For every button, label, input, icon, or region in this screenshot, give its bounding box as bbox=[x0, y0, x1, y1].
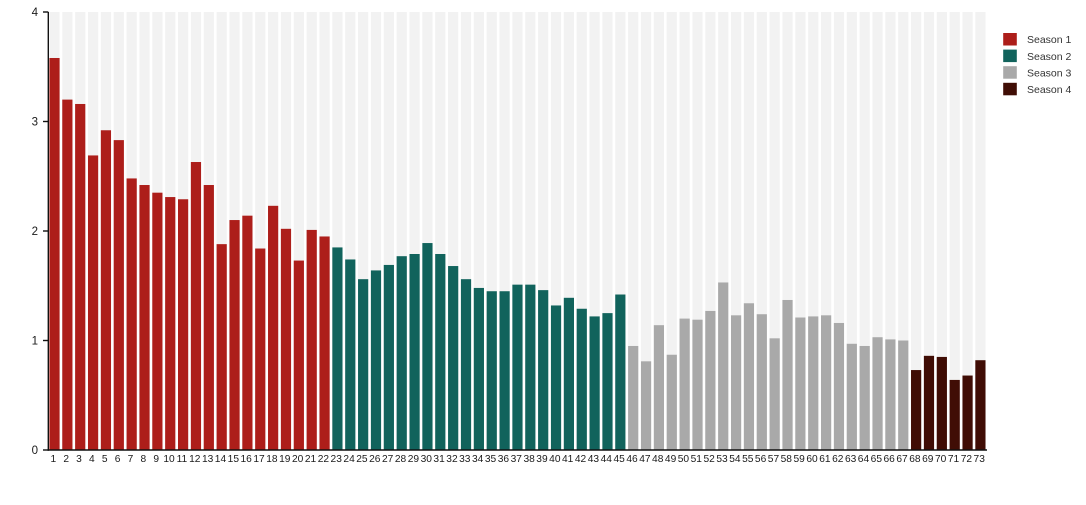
svg-text:34: 34 bbox=[472, 454, 484, 465]
svg-text:64: 64 bbox=[858, 454, 870, 465]
svg-text:16: 16 bbox=[241, 454, 253, 465]
svg-text:41: 41 bbox=[562, 454, 574, 465]
svg-text:1: 1 bbox=[32, 336, 38, 348]
svg-text:Season 4: Season 4 bbox=[1027, 84, 1072, 96]
svg-text:63: 63 bbox=[845, 454, 857, 465]
svg-text:21: 21 bbox=[305, 454, 317, 465]
svg-text:48: 48 bbox=[652, 454, 664, 465]
svg-text:4: 4 bbox=[32, 7, 39, 19]
svg-text:30: 30 bbox=[421, 454, 433, 465]
svg-text:7: 7 bbox=[128, 454, 134, 465]
svg-text:3: 3 bbox=[32, 117, 38, 129]
svg-text:55: 55 bbox=[742, 454, 754, 465]
svg-text:65: 65 bbox=[871, 454, 883, 465]
svg-text:15: 15 bbox=[228, 454, 240, 465]
svg-text:Season 1: Season 1 bbox=[1027, 34, 1072, 46]
svg-text:17: 17 bbox=[253, 454, 265, 465]
svg-text:61: 61 bbox=[819, 454, 831, 465]
svg-text:12: 12 bbox=[189, 454, 201, 465]
svg-text:50: 50 bbox=[678, 454, 690, 465]
svg-text:51: 51 bbox=[691, 454, 703, 465]
svg-text:66: 66 bbox=[884, 454, 896, 465]
svg-text:52: 52 bbox=[703, 454, 715, 465]
svg-text:46: 46 bbox=[626, 454, 638, 465]
svg-text:19: 19 bbox=[279, 454, 291, 465]
svg-text:18: 18 bbox=[266, 454, 278, 465]
svg-text:26: 26 bbox=[369, 454, 381, 465]
svg-text:1: 1 bbox=[50, 454, 56, 465]
svg-text:Season 2: Season 2 bbox=[1027, 51, 1072, 63]
svg-text:69: 69 bbox=[922, 454, 934, 465]
svg-text:73: 73 bbox=[974, 454, 986, 465]
svg-text:60: 60 bbox=[806, 454, 818, 465]
svg-text:44: 44 bbox=[601, 454, 613, 465]
svg-text:53: 53 bbox=[716, 454, 728, 465]
svg-text:13: 13 bbox=[202, 454, 214, 465]
svg-text:72: 72 bbox=[961, 454, 973, 465]
svg-text:29: 29 bbox=[408, 454, 420, 465]
svg-text:Season 3: Season 3 bbox=[1027, 68, 1072, 80]
svg-text:8: 8 bbox=[140, 454, 146, 465]
svg-text:58: 58 bbox=[781, 454, 793, 465]
svg-text:2: 2 bbox=[32, 226, 38, 238]
svg-text:11: 11 bbox=[177, 454, 188, 465]
svg-text:6: 6 bbox=[115, 454, 121, 465]
svg-text:24: 24 bbox=[343, 454, 355, 465]
svg-text:57: 57 bbox=[768, 454, 780, 465]
svg-text:71: 71 bbox=[948, 454, 960, 465]
svg-text:59: 59 bbox=[794, 454, 806, 465]
svg-text:5: 5 bbox=[102, 454, 108, 465]
svg-text:68: 68 bbox=[909, 454, 921, 465]
svg-text:22: 22 bbox=[318, 454, 330, 465]
svg-text:37: 37 bbox=[511, 454, 523, 465]
svg-text:33: 33 bbox=[459, 454, 471, 465]
svg-text:42: 42 bbox=[575, 454, 587, 465]
svg-text:43: 43 bbox=[588, 454, 600, 465]
svg-text:31: 31 bbox=[433, 454, 445, 465]
svg-text:47: 47 bbox=[639, 454, 651, 465]
svg-text:10: 10 bbox=[163, 454, 175, 465]
svg-text:45: 45 bbox=[613, 454, 625, 465]
svg-text:38: 38 bbox=[523, 454, 535, 465]
svg-text:28: 28 bbox=[395, 454, 407, 465]
svg-text:39: 39 bbox=[536, 454, 548, 465]
svg-text:25: 25 bbox=[356, 454, 368, 465]
svg-text:9: 9 bbox=[153, 454, 159, 465]
svg-text:67: 67 bbox=[896, 454, 908, 465]
svg-text:32: 32 bbox=[446, 454, 458, 465]
svg-text:35: 35 bbox=[485, 454, 497, 465]
svg-text:20: 20 bbox=[292, 454, 304, 465]
svg-text:54: 54 bbox=[729, 454, 741, 465]
svg-text:27: 27 bbox=[382, 454, 394, 465]
svg-text:36: 36 bbox=[498, 454, 510, 465]
svg-text:2: 2 bbox=[63, 454, 69, 465]
svg-text:49: 49 bbox=[665, 454, 677, 465]
svg-text:62: 62 bbox=[832, 454, 844, 465]
svg-text:14: 14 bbox=[215, 454, 227, 465]
svg-text:56: 56 bbox=[755, 454, 767, 465]
svg-text:23: 23 bbox=[331, 454, 343, 465]
svg-text:70: 70 bbox=[935, 454, 947, 465]
svg-text:40: 40 bbox=[549, 454, 561, 465]
svg-text:4: 4 bbox=[89, 454, 95, 465]
svg-text:0: 0 bbox=[32, 445, 38, 457]
svg-text:3: 3 bbox=[76, 454, 82, 465]
